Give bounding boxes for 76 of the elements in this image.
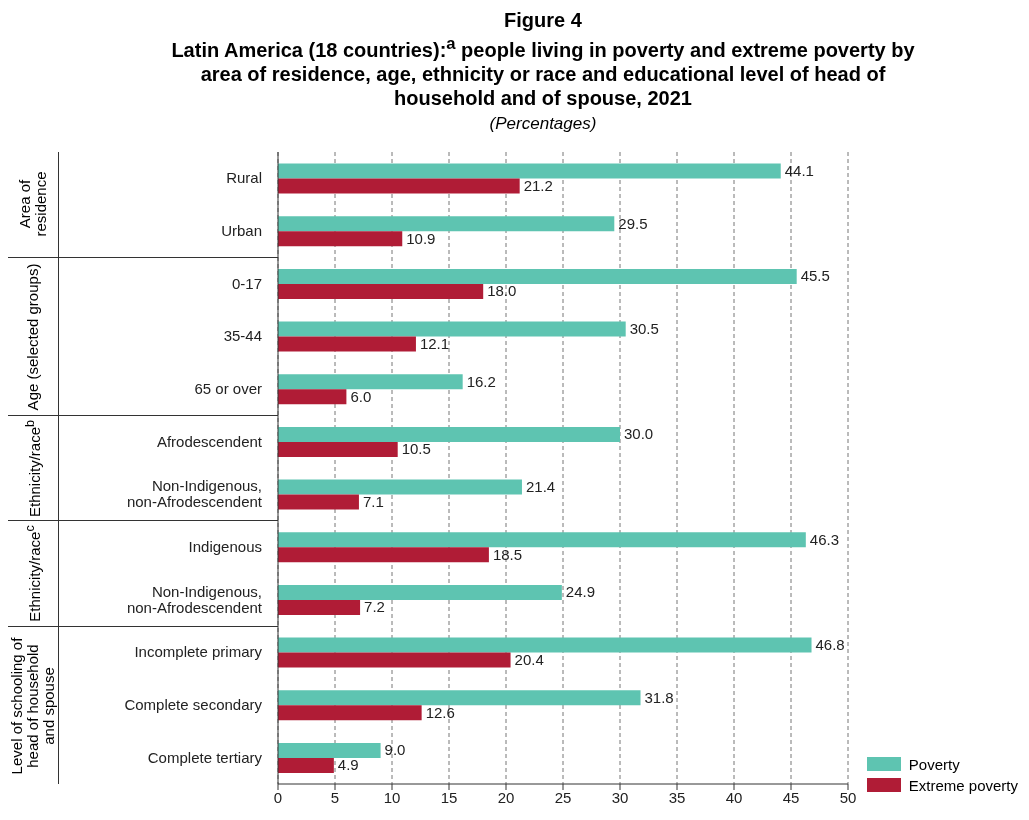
data-label: 4.9: [337, 756, 359, 774]
x-tick-label: 25: [554, 788, 572, 806]
y-tick-label: Indigenous: [188, 537, 262, 555]
data-label: 30.0: [624, 425, 654, 443]
y-tick-label: Rural: [226, 168, 262, 186]
x-axis-title: (Percentages): [488, 113, 598, 134]
data-label: 10.5: [401, 440, 431, 458]
data-label: 46.3: [809, 530, 840, 548]
bar: [278, 283, 484, 299]
data-label: 21.2: [523, 176, 553, 194]
y-tick-label: Afrodescendent: [156, 432, 263, 450]
bar: [278, 531, 806, 547]
bar: [278, 388, 347, 404]
data-label: 44.1: [784, 161, 814, 179]
x-tick-label: 45: [782, 788, 800, 806]
y-tick-label: 0-17: [231, 274, 262, 292]
data-label: 6.0: [350, 387, 372, 405]
chart-subtitle: Latin America (18 countries):$^{a}$ people living in poverty and extreme poverty by area of residence, age, ethnicity or race and educational level of head of household and of spouse, 2021: [170, 33, 916, 110]
data-label: 30.5: [629, 319, 659, 337]
bar: [278, 441, 398, 457]
legend-label: Extreme poverty: [908, 776, 1018, 794]
y-tick-label: Non-Indigenous, non-Afrodescendent: [126, 582, 263, 616]
bar: [278, 321, 626, 337]
data-label: 12.1: [419, 334, 450, 352]
data-label: 18.0: [487, 282, 517, 300]
bar: [278, 704, 422, 720]
bar: [278, 230, 403, 246]
bar: [278, 637, 812, 653]
x-tick-label: 0: [273, 788, 283, 806]
data-label: 7.1: [362, 492, 384, 510]
x-tick-label: 50: [839, 788, 857, 806]
bar: [278, 336, 416, 352]
data-label: 31.8: [644, 688, 674, 706]
bar: [278, 479, 522, 495]
x-tick-label: 30: [611, 788, 629, 806]
x-tick-label: 5: [330, 788, 340, 806]
data-label: 46.8: [815, 635, 845, 653]
bar: [278, 584, 562, 600]
x-tick-label: 20: [497, 788, 515, 806]
x-tick-label: 40: [725, 788, 743, 806]
bar: [278, 426, 620, 442]
data-label: 10.9: [406, 229, 436, 247]
y-tick-label: Incomplete primary: [134, 642, 263, 660]
y-tick-label: Non-Indigenous, non-Afrodescendent: [126, 476, 263, 510]
bar: [278, 757, 334, 773]
bar: [278, 163, 781, 179]
bar: [278, 599, 361, 615]
bar: [278, 546, 489, 562]
data-label: 45.5: [800, 267, 830, 285]
chart-title: Figure 4: [503, 8, 583, 32]
data-label: 12.6: [425, 703, 455, 721]
data-label: 20.4: [514, 650, 544, 668]
y-tick-label: 65 or over: [194, 379, 262, 397]
data-label: 24.9: [565, 583, 596, 601]
data-label: 16.2: [466, 372, 496, 390]
y-tick-label: Complete secondary: [124, 695, 263, 713]
x-tick-label: 35: [668, 788, 686, 806]
bar: [278, 494, 359, 510]
data-label: 9.0: [384, 741, 406, 759]
y-tick-label: Complete tertiary: [147, 748, 263, 766]
x-tick-label: 15: [440, 788, 458, 806]
bar: [278, 742, 381, 758]
bar: [278, 178, 520, 194]
data-label: 21.4: [525, 477, 556, 495]
y-tick-label: Urban: [221, 221, 262, 239]
data-label: 29.5: [618, 214, 648, 232]
data-label: 18.5: [492, 545, 523, 563]
data-label: 7.2: [364, 598, 385, 616]
legend-label: Poverty: [908, 755, 960, 773]
bar: [278, 215, 615, 231]
bar: [278, 373, 463, 389]
bar: [278, 268, 797, 284]
y-tick-label: 35-44: [223, 326, 262, 344]
bar: [278, 689, 641, 705]
x-tick-label: 10: [383, 788, 401, 806]
bar: [278, 652, 511, 668]
